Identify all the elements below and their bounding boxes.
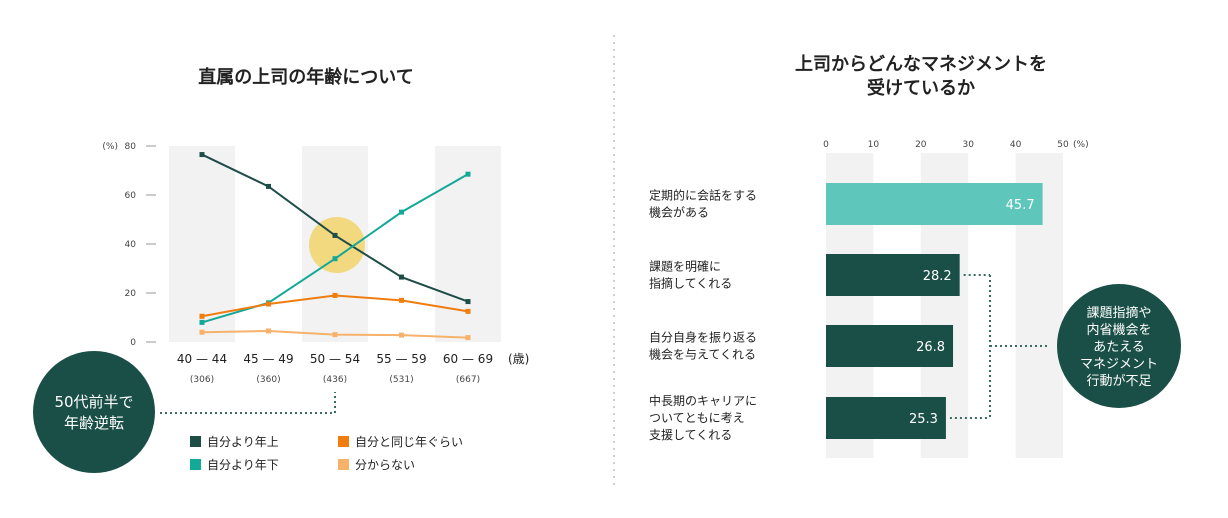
bar: [826, 183, 1043, 225]
bar-category-label: 機会を与えてくれる: [649, 347, 756, 362]
bar-category-label: 指摘してくれる: [649, 276, 732, 291]
y-tick-label: 40: [125, 240, 137, 250]
x-category-label: 50 — 54: [310, 352, 360, 366]
data-point: [332, 332, 338, 338]
data-point: [332, 232, 338, 238]
bar-category-label: ついてともに考え: [649, 411, 745, 425]
bar-value-label: 25.3: [909, 412, 938, 427]
x-category-count: (436): [323, 375, 347, 385]
data-point: [199, 329, 205, 335]
bar-category-label: 中長期のキャリアに: [649, 393, 757, 408]
bar: [826, 325, 954, 367]
callout-text: 行動が不足: [1086, 374, 1151, 389]
x-category-count: (667): [456, 375, 480, 385]
legend-label: 自分より年上: [207, 435, 279, 449]
data-point: [266, 301, 271, 307]
x-category-label: 40 — 44: [177, 352, 227, 366]
x-category-label: 55 — 59: [376, 352, 426, 366]
data-point: [199, 319, 205, 325]
callout-text: 年齢逆転: [64, 414, 124, 432]
x-tick-label: 10: [868, 140, 880, 150]
y-tick-label: 20: [125, 289, 137, 299]
data-point: [465, 171, 471, 177]
data-point: [465, 335, 471, 341]
data-point: [465, 299, 471, 305]
bar-category-label: 支援してくれる: [649, 428, 732, 442]
x-axis-unit: (歳): [508, 352, 529, 366]
bar-category-label: 機会がある: [649, 205, 709, 220]
callout-circle: [33, 351, 155, 473]
bar-value-label: 26.8: [916, 340, 945, 355]
data-point: [199, 313, 205, 319]
legend-swatch: [338, 459, 349, 470]
x-tick-label: 30: [962, 140, 974, 150]
bar-value-label: 28.2: [923, 269, 952, 284]
y-tick-label: 0: [130, 338, 136, 348]
legend-label: 自分より年下: [207, 458, 279, 472]
x-tick-label: 40: [1010, 140, 1022, 150]
right-chart-title-line1: 上司からどんなマネジメントを: [795, 54, 1047, 75]
x-category-count: (306): [190, 375, 214, 385]
x-tick-label: 50: [1057, 140, 1069, 150]
data-point: [399, 297, 404, 303]
data-point: [332, 256, 338, 262]
left-chart-title: 直属の上司の年齢について: [198, 66, 413, 88]
legend-swatch: [190, 459, 201, 470]
bar: [826, 397, 946, 439]
data-point: [332, 292, 338, 298]
bar: [826, 254, 960, 296]
data-point: [465, 308, 471, 314]
x-tick-label: 20: [915, 140, 927, 150]
highlight-circle: [309, 217, 365, 273]
x-category-label: 45 — 49: [243, 352, 293, 366]
bar-value-label: 45.7: [1006, 198, 1035, 213]
callout-circle: [1057, 284, 1181, 408]
x-category-count: (531): [389, 375, 413, 385]
legend-label: 分からない: [355, 458, 415, 472]
callout-text: 内省機会を: [1086, 322, 1151, 338]
y-tick-label: 60: [125, 191, 137, 201]
callout-text: あたえる: [1093, 340, 1145, 355]
legend-swatch: [338, 436, 349, 447]
bar-category-label: 定期的に会話をする: [649, 188, 757, 203]
data-point: [399, 209, 404, 215]
y-axis-unit: (%): [102, 142, 118, 152]
bar-category-label: 課題を明確に: [649, 259, 721, 274]
x-category-label: 60 — 69: [443, 352, 493, 366]
data-point: [266, 183, 271, 189]
right-chart-title-line2: 受けているか: [867, 77, 975, 99]
data-point: [266, 328, 271, 334]
data-point: [399, 274, 404, 280]
data-point: [199, 152, 205, 158]
callout-text: マネジメント: [1080, 357, 1158, 372]
legend-label: 自分と同じ年ぐらい: [355, 435, 463, 449]
category-band: [169, 146, 235, 342]
age-line-chart: (%) 0 20 40 60 80 40 — 44 (306) 45 — 49 (360) 50 —…: [33, 142, 529, 473]
bar-category-label: 自分自身を振り返る: [649, 330, 757, 345]
x-tick-label: 0: [823, 140, 829, 150]
legend-swatch: [190, 436, 201, 447]
y-tick-label: 80: [125, 142, 137, 152]
callout-text: 課題指摘や: [1086, 305, 1151, 321]
x-category-count: (360): [256, 375, 280, 385]
data-point: [399, 332, 404, 338]
x-axis-unit: (%): [1073, 140, 1089, 150]
callout-text: 50代前半で: [54, 393, 133, 411]
